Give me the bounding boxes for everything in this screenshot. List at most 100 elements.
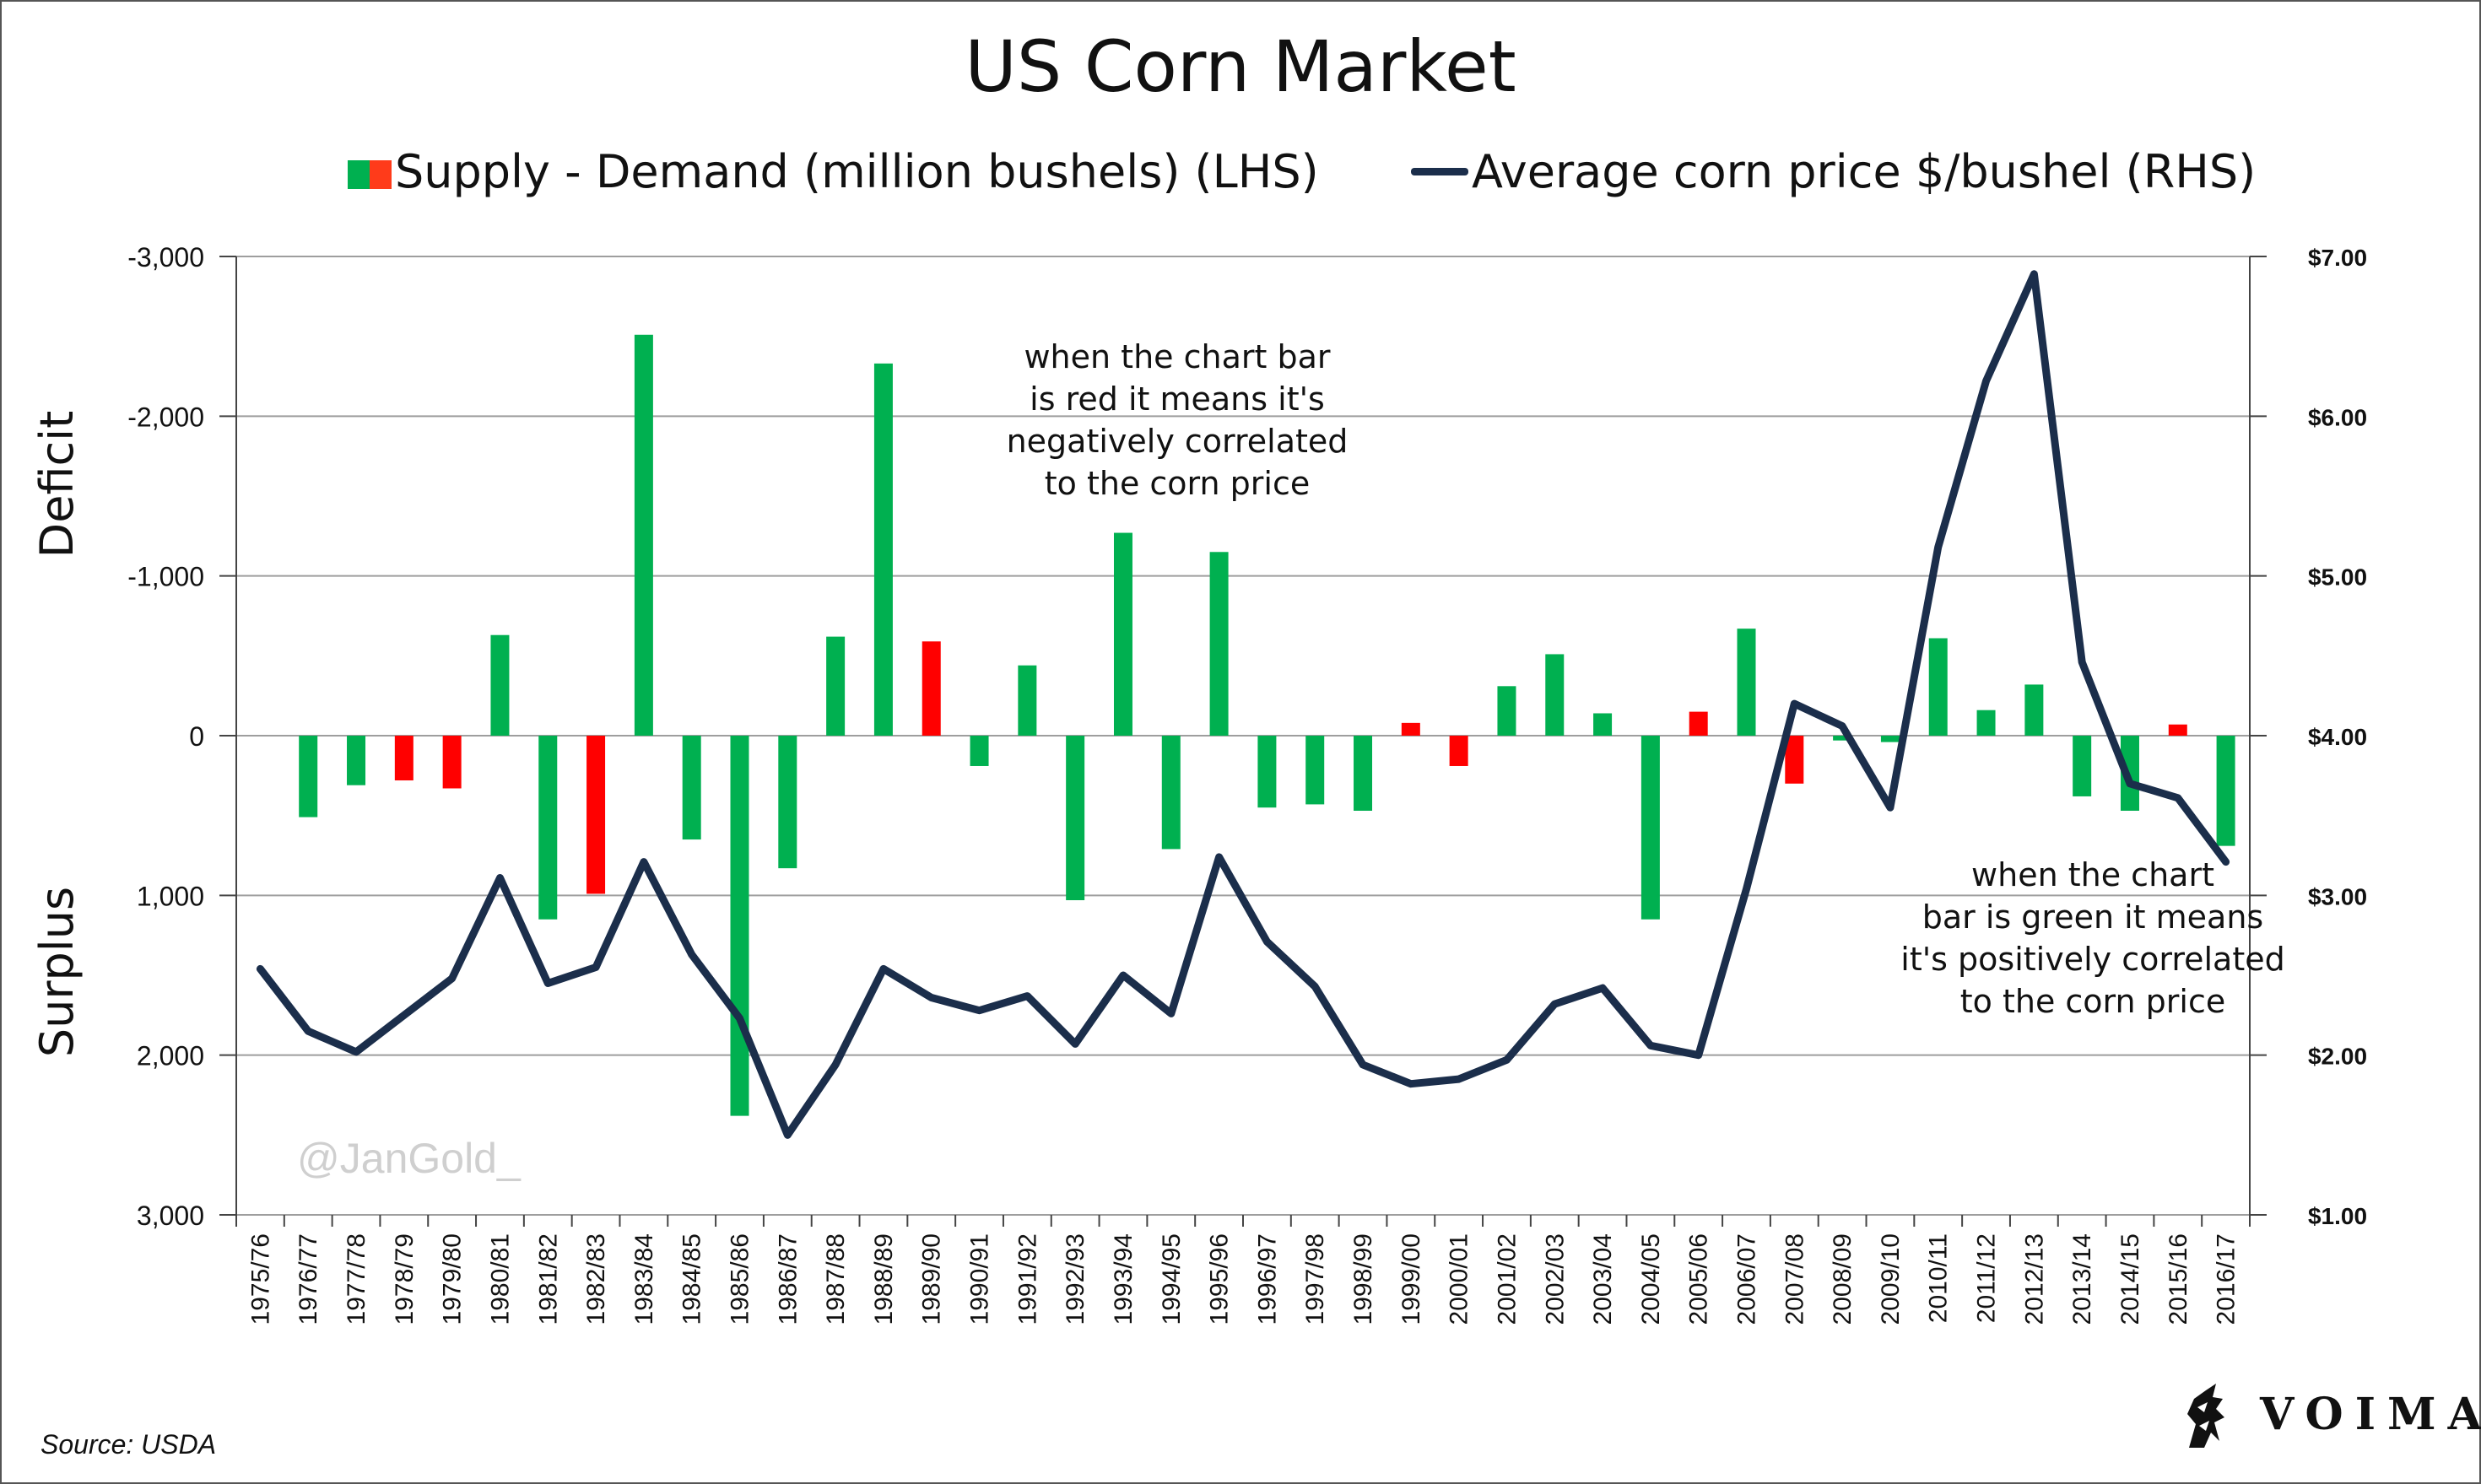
y-right-tick-label: $5.00 <box>2308 564 2367 591</box>
x-tick-label: 2016/17 <box>2213 1233 2240 1325</box>
bar-2003-04 <box>1593 713 1613 736</box>
x-tick-label: 2009/10 <box>1877 1233 1905 1325</box>
legend-swatch-red <box>370 160 392 189</box>
bar-1982-83 <box>586 736 606 894</box>
legend-item-supply-demand: Supply - Demand (million bushels) (LHS) <box>348 145 1319 198</box>
x-tick-label: 2011/12 <box>1973 1233 2001 1323</box>
legend-item-corn-price: Average corn price $/bushel (RHS) <box>1411 145 2256 198</box>
x-tick-label: 1993/94 <box>1110 1233 1138 1325</box>
x-tick-label: 1984/85 <box>678 1233 706 1325</box>
griffin-icon <box>2187 1384 2224 1448</box>
annotation-green-bar: when the chart bar is green it means it'… <box>1900 856 2285 1020</box>
x-tick-label: 2007/08 <box>1781 1233 1808 1325</box>
bar-2001-02 <box>1497 686 1516 736</box>
chart-title: US Corn Market <box>965 25 1516 108</box>
bar-1976-77 <box>299 736 318 818</box>
y-left-tick-label: 0 <box>189 721 204 752</box>
x-tick-label: 2004/05 <box>1637 1233 1665 1325</box>
x-tick-label: 1991/92 <box>1013 1233 1041 1325</box>
y-right-tick-label: $4.00 <box>2308 724 2367 750</box>
x-tick-label: 2008/09 <box>1829 1233 1857 1325</box>
x-tick-label: 1999/00 <box>1397 1233 1425 1325</box>
bar-1991-92 <box>1018 665 1037 736</box>
annotation-red-bar: when the chart bar is red it means it's … <box>1006 338 1349 502</box>
bar-2016-17 <box>2216 736 2235 846</box>
bar-2015-16 <box>2168 724 2187 736</box>
bar-1979-80 <box>442 736 462 789</box>
x-tick-label: 2003/04 <box>1589 1233 1617 1325</box>
bar-1995-96 <box>1209 552 1229 736</box>
bar-1977-78 <box>347 736 366 785</box>
x-tick-label: 2013/14 <box>2068 1233 2096 1325</box>
source-note: Source: USDA <box>41 1429 217 1460</box>
x-tick-label: 1998/99 <box>1349 1233 1377 1325</box>
x-tick-label: 2005/06 <box>1685 1233 1713 1325</box>
bar-1981-82 <box>538 736 558 920</box>
bar-1999-00 <box>1401 722 1420 736</box>
x-tick-label: 1983/84 <box>630 1233 658 1325</box>
x-tick-label: 2006/07 <box>1733 1233 1761 1325</box>
bar-2012-13 <box>2024 684 2044 736</box>
bar-1983-84 <box>634 334 653 736</box>
x-tick-label: 2014/15 <box>2116 1233 2144 1325</box>
bar-1978-79 <box>394 736 414 781</box>
bar-2005-06 <box>1689 711 1708 736</box>
y-left-tick-label: 1,000 <box>137 881 204 911</box>
bar-2002-03 <box>1545 654 1565 736</box>
bar-1996-97 <box>1257 736 1277 808</box>
legend-swatch-line <box>1411 168 1468 175</box>
bar-2010-11 <box>1928 638 1948 736</box>
y-right-tick-label: $3.00 <box>2308 883 2367 909</box>
x-tick-label: 1976/77 <box>295 1233 322 1325</box>
x-tick-label: 1990/91 <box>966 1233 994 1325</box>
y-right-tick-label: $6.00 <box>2308 404 2367 430</box>
x-tick-label: 2015/16 <box>2165 1233 2192 1325</box>
y-left-tick-label: 2,000 <box>137 1041 204 1071</box>
bar-1993-94 <box>1113 532 1132 736</box>
bar-1998-99 <box>1354 736 1373 811</box>
x-tick-label: 1989/90 <box>918 1233 946 1325</box>
bar-2004-05 <box>1640 736 1660 920</box>
x-tick-label: 2010/11 <box>1925 1233 1953 1323</box>
x-tick-label: 1992/93 <box>1062 1233 1089 1325</box>
y-right-tick-label: $7.00 <box>2308 245 2367 271</box>
x-tick-label: 1987/88 <box>822 1233 850 1325</box>
y-right-tick-label: $2.00 <box>2308 1044 2367 1070</box>
bar-2008-09 <box>1833 736 1852 741</box>
y-left-tick-label: -3,000 <box>127 242 204 273</box>
bar-1994-95 <box>1161 736 1181 850</box>
x-tick-label: 2012/13 <box>2020 1233 2048 1325</box>
x-tick-label: 1994/95 <box>1158 1233 1186 1325</box>
bar-2009-10 <box>1880 736 1900 742</box>
x-tick-label: 1980/81 <box>486 1233 514 1325</box>
bar-1990-91 <box>970 736 989 766</box>
watermark: @JanGold_ <box>297 1135 521 1182</box>
bar-1985-86 <box>730 736 749 1116</box>
x-tick-label: 2002/03 <box>1541 1233 1569 1325</box>
bar-1987-88 <box>826 636 846 736</box>
bar-1988-89 <box>873 363 893 736</box>
x-tick-label: 1986/87 <box>774 1233 802 1325</box>
x-tick-label: 1997/98 <box>1301 1233 1329 1325</box>
x-tick-label: 2001/02 <box>1493 1233 1521 1325</box>
bar-1984-85 <box>682 736 701 840</box>
x-tick-label: 1988/89 <box>870 1233 898 1325</box>
x-tick-label: 2000/01 <box>1446 1233 1473 1325</box>
bar-2006-07 <box>1737 629 1756 736</box>
x-tick-label: 1975/76 <box>246 1233 274 1325</box>
bar-1986-87 <box>778 736 797 869</box>
y-right-tick-label: $1.00 <box>2308 1203 2367 1229</box>
x-tick-label: 1979/80 <box>439 1233 467 1325</box>
legend-label-corn-price: Average corn price $/bushel (RHS) <box>1472 145 2257 198</box>
legend-label-supply-demand: Supply - Demand (million bushels) (LHS) <box>395 145 1319 198</box>
x-tick-label: 1996/97 <box>1253 1233 1281 1325</box>
price-line <box>256 270 2230 1139</box>
bar-1997-98 <box>1305 736 1325 805</box>
x-tick-label: 1985/86 <box>727 1233 754 1325</box>
x-tick-label: 1995/96 <box>1206 1233 1234 1325</box>
bar-1989-90 <box>922 641 941 736</box>
x-tick-label: 1981/82 <box>534 1233 562 1325</box>
y-left-tick-label: -2,000 <box>127 402 204 432</box>
